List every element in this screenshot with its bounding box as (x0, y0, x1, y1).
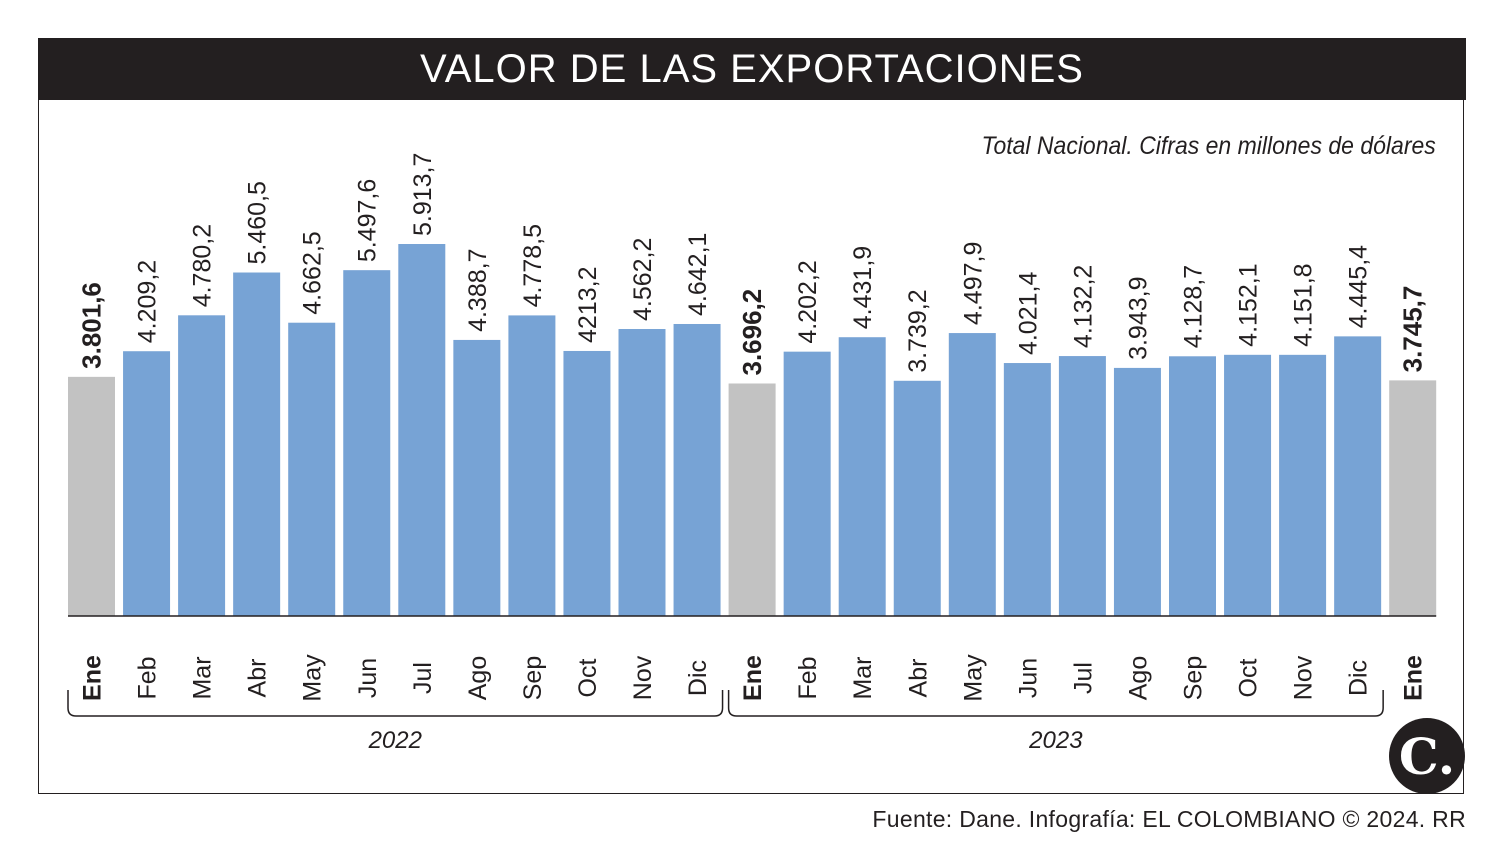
data-label: 4.431,9 (849, 246, 877, 329)
bar (508, 315, 556, 616)
bar (398, 244, 446, 616)
bar (1113, 367, 1161, 616)
data-label: 4.562,2 (629, 238, 657, 321)
bar (288, 322, 336, 616)
x-tick-label: Ene (1400, 655, 1428, 701)
data-label: 4.497,9 (959, 242, 987, 325)
x-tick-label: Ene (79, 655, 107, 701)
bar (123, 351, 171, 616)
bar (1058, 356, 1106, 616)
data-label: 4213,2 (574, 267, 602, 343)
bar (68, 376, 115, 616)
x-tick-label: Abr (904, 659, 932, 698)
data-label: 4.445,4 (1345, 245, 1373, 329)
x-tick-label: May (959, 654, 987, 702)
x-tick-label: Nov (1290, 655, 1318, 700)
data-label: 4.642,1 (684, 233, 712, 316)
data-label: 3.943,9 (1124, 276, 1152, 359)
bar (1279, 354, 1327, 616)
data-label: 3.801,6 (77, 282, 107, 369)
chart-title: VALOR DE LAS EXPORTACIONES (38, 38, 1466, 100)
x-tick-label: May (299, 654, 327, 702)
data-label: 3.745,7 (1398, 286, 1428, 373)
x-tick-label: Jun (1014, 658, 1042, 698)
data-label: 4.132,2 (1069, 265, 1097, 348)
x-tick-label: Jul (1069, 662, 1097, 694)
bar (673, 323, 721, 616)
bar (893, 380, 941, 616)
bar (838, 337, 886, 616)
bar (1169, 356, 1216, 616)
data-label: 5.497,6 (354, 179, 382, 262)
x-tick-label: Jul (409, 662, 437, 694)
x-tick-label: Sep (519, 656, 547, 700)
year-label: 2023 (1028, 727, 1083, 754)
bar (783, 351, 831, 616)
data-label: 5.913,7 (409, 153, 437, 236)
data-label: 3.739,2 (904, 289, 932, 372)
x-tick-label: Nov (629, 655, 657, 700)
data-label: 4.128,7 (1180, 265, 1208, 348)
bar (233, 272, 281, 616)
data-label: 4.151,8 (1290, 263, 1318, 346)
data-label: 3.696,2 (737, 289, 767, 376)
source-credit: Fuente: Dane. Infografía: EL COLOMBIANO … (872, 806, 1466, 832)
year-bracket (727, 690, 1384, 717)
year-label: 2022 (368, 727, 422, 754)
data-label: 4.021,4 (1014, 272, 1042, 356)
data-label: 4.778,5 (519, 224, 547, 307)
x-tick-label: Sep (1180, 656, 1208, 700)
x-tick-label: Ago (464, 656, 492, 700)
bar (1334, 336, 1382, 616)
data-label: 5.460,5 (244, 181, 272, 264)
data-label: 4.209,2 (134, 260, 162, 343)
x-tick-label: Dic (684, 660, 712, 696)
bar (453, 339, 501, 616)
bar (948, 333, 996, 616)
bar (343, 270, 391, 616)
bar (563, 350, 611, 616)
x-tick-label: Ene (739, 655, 767, 701)
x-tick-label: Dic (1345, 660, 1373, 696)
bar (178, 315, 226, 616)
x-tick-label: Abr (244, 659, 272, 698)
x-tick-label: Mar (849, 656, 877, 699)
bar (618, 329, 666, 616)
year-bracket (67, 690, 724, 717)
data-label: 4.662,5 (299, 231, 327, 314)
el-colombiano-logo-icon: C. (1389, 718, 1465, 794)
x-tick-label: Oct (574, 659, 602, 698)
x-tick-label: Oct (1235, 659, 1263, 698)
data-label: 4.388,7 (464, 249, 492, 332)
x-tick-label: Feb (134, 656, 162, 699)
data-label: 4.202,2 (794, 260, 822, 343)
x-tick-label: Mar (189, 656, 217, 699)
bar (728, 383, 776, 616)
bar (1003, 363, 1051, 616)
bar (1224, 354, 1272, 616)
x-tick-label: Ago (1124, 656, 1152, 700)
x-tick-label: Feb (794, 656, 822, 699)
data-label: 4.780,2 (189, 224, 217, 307)
chart-subtitle: Total Nacional. Cifras en millones de dó… (981, 132, 1436, 160)
x-tick-label: Jun (354, 658, 382, 698)
bar (1389, 380, 1437, 616)
data-label: 4.152,1 (1235, 263, 1263, 346)
